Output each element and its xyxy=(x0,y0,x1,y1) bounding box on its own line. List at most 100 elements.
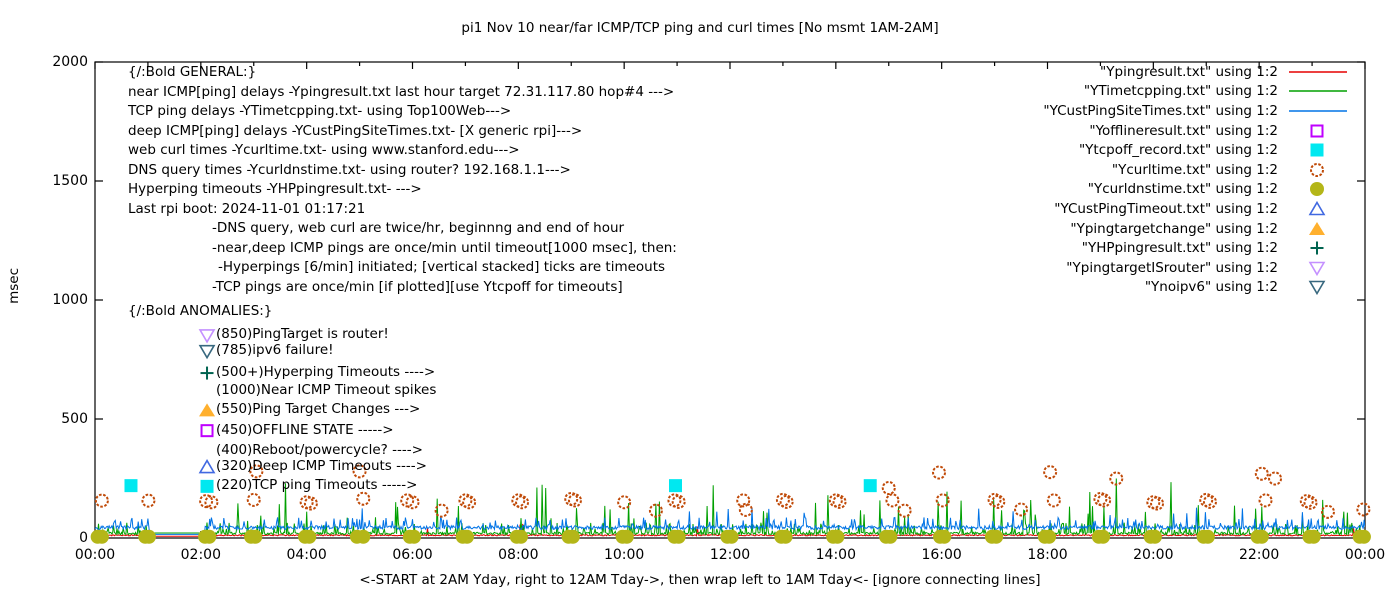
x-tick-label: 00:00 xyxy=(74,547,116,563)
x-tick-label: 08:00 xyxy=(498,547,539,563)
circle-open-icon xyxy=(1093,491,1108,506)
circle-open-icon xyxy=(1303,495,1318,510)
circle-filled-icon xyxy=(1200,529,1215,544)
circle-filled-icon xyxy=(302,529,317,544)
legend-marker xyxy=(1310,182,1324,197)
circle-open-icon xyxy=(738,502,753,517)
circle-filled-icon xyxy=(513,529,528,544)
circle-filled-icon xyxy=(619,529,634,544)
circle-open-icon xyxy=(1097,493,1112,508)
note-line: near ICMP[ping] delays -Ypingresult.txt … xyxy=(128,83,675,100)
circle-filled-icon xyxy=(1306,529,1321,544)
circle-open-icon xyxy=(1109,471,1124,486)
chart-title: pi1 Nov 10 near/far ICMP/TCP ping and cu… xyxy=(461,20,939,36)
y-tick-label: 500 xyxy=(61,411,88,427)
legend-label: "Ycurldnstime.txt" using 1:2 xyxy=(1087,181,1278,198)
circle-filled-icon xyxy=(248,529,263,544)
legend-item: "Ycurltime.txt" using 1:2 xyxy=(1043,160,1348,180)
anomaly-note: (850)PingTarget is router! xyxy=(216,326,389,343)
circle-open-icon xyxy=(987,492,1002,507)
anomaly-note: (1000)Near ICMP Timeout spikes xyxy=(216,382,437,399)
circle-filled-icon xyxy=(1096,529,1111,544)
triangle-up-open-icon xyxy=(198,458,216,474)
circle-open-icon xyxy=(1146,495,1161,510)
x-tick-label: 14:00 xyxy=(815,547,856,563)
circle-filled-icon xyxy=(1147,529,1162,544)
circle-open-icon xyxy=(881,481,896,496)
legend-marker xyxy=(1310,241,1324,255)
circle-open-icon xyxy=(1046,493,1061,508)
circle-open-icon xyxy=(1356,502,1371,517)
legend-label: "Ycurltime.txt" using 1:2 xyxy=(1111,161,1278,178)
circle-open-icon xyxy=(828,493,843,508)
x-tick-label: 02:00 xyxy=(180,547,221,563)
anomaly-note: (450)OFFLINE STATE -----> xyxy=(216,421,394,438)
x-tick-label: 04:00 xyxy=(286,547,327,563)
legend-item: "YHPpingresult.txt" using 1:2 xyxy=(1043,238,1348,258)
circle-open-icon xyxy=(141,493,156,508)
note-line: Hyperping timeouts -YHPpingresult.txt- -… xyxy=(128,181,422,198)
circle-open-icon xyxy=(515,495,530,510)
circle-filled-icon xyxy=(883,529,898,544)
x-tick-label: 22:00 xyxy=(1238,547,1280,563)
note-line: deep ICMP[ping] delays -YCustPingSiteTim… xyxy=(128,122,583,139)
x-tick-label: 00:00 xyxy=(1344,547,1386,563)
triangle-down-open-icon xyxy=(198,329,216,344)
x-tick-label: 20:00 xyxy=(1133,547,1174,563)
circle-filled-icon xyxy=(141,529,156,544)
legend-item: "Ypingresult.txt" using 1:2 xyxy=(1043,62,1348,82)
circle-open-icon xyxy=(567,493,582,508)
circle-open-icon xyxy=(832,494,847,509)
note-line: -DNS query, web curl are twice/hr, begin… xyxy=(212,220,625,237)
anomaly-note: (500+)Hyperping Timeouts ----> xyxy=(216,364,436,381)
x-axis-caption: <-START at 2AM Yday, right to 12AM Tday-… xyxy=(359,572,1041,588)
circle-open-icon xyxy=(204,495,219,510)
anomaly-note: (400)Reboot/powercycle? ----> xyxy=(216,441,423,458)
circle-open-icon xyxy=(1254,466,1269,481)
triangle-up-open-icon xyxy=(1308,200,1326,216)
legend-marker xyxy=(1308,200,1326,216)
legend-label: "YHPpingresult.txt" using 1:2 xyxy=(1081,240,1278,257)
legend-item: "Ytcpoff_record.txt" using 1:2 xyxy=(1043,140,1348,160)
circle-filled-icon xyxy=(202,529,217,544)
legend-label: "YpingtargetISrouter" using 1:2 xyxy=(1066,259,1278,276)
circle-filled-icon xyxy=(1254,529,1269,544)
legend-marker xyxy=(1289,70,1347,73)
legend-marker xyxy=(1308,261,1326,276)
legend-item: "YTimetcpping.txt" using 1:2 xyxy=(1043,82,1348,102)
square-open-icon xyxy=(200,424,214,438)
legend-label: "Ynoipv6" using 1:2 xyxy=(1144,279,1278,296)
note-line: TCP ping delays -YTimetcpping.txt- using… xyxy=(128,103,512,120)
circle-open-icon xyxy=(303,496,318,511)
legend-marker xyxy=(1289,110,1347,112)
x-tick-label: 12:00 xyxy=(709,547,751,563)
circle-open-icon xyxy=(462,495,477,510)
circle-filled-icon xyxy=(830,529,845,544)
legend-item: "Ypingtargetchange" using 1:2 xyxy=(1043,219,1348,239)
square-filled-icon xyxy=(200,479,214,493)
circle-filled-icon xyxy=(937,529,952,544)
circle-open-icon xyxy=(991,494,1006,509)
circle-open-icon xyxy=(1268,471,1283,486)
legend-label: "YTimetcpping.txt" using 1:2 xyxy=(1083,83,1278,100)
scatter-Ytcpoff_record.txt xyxy=(124,479,877,493)
legend-label: "Ytcpoff_record.txt" using 1:2 xyxy=(1078,142,1278,159)
notes-general: {/:Bold GENERAL:} near ICMP[ping] delays… xyxy=(128,63,677,298)
circle-open-icon xyxy=(671,494,686,509)
circle-open-icon xyxy=(1310,162,1324,177)
circle-open-icon xyxy=(246,492,261,507)
circle-filled-icon xyxy=(778,529,793,544)
circle-open-icon xyxy=(1202,494,1217,509)
circle-open-icon xyxy=(885,493,900,508)
legend-marker xyxy=(1309,221,1325,235)
legend-item: "Ynoipv6" using 1:2 xyxy=(1043,278,1348,298)
legend: "Ypingresult.txt" using 1:2 "YTimetcpping… xyxy=(1043,62,1348,297)
legend-label: "YCustPingSiteTimes.txt" using 1:2 xyxy=(1043,102,1278,119)
legend-item: "Ycurldnstime.txt" using 1:2 xyxy=(1043,180,1348,200)
legend-marker xyxy=(1310,124,1324,138)
square-filled-icon xyxy=(863,479,877,493)
x-tick-label: 06:00 xyxy=(392,547,433,563)
circle-filled-icon xyxy=(565,529,580,544)
